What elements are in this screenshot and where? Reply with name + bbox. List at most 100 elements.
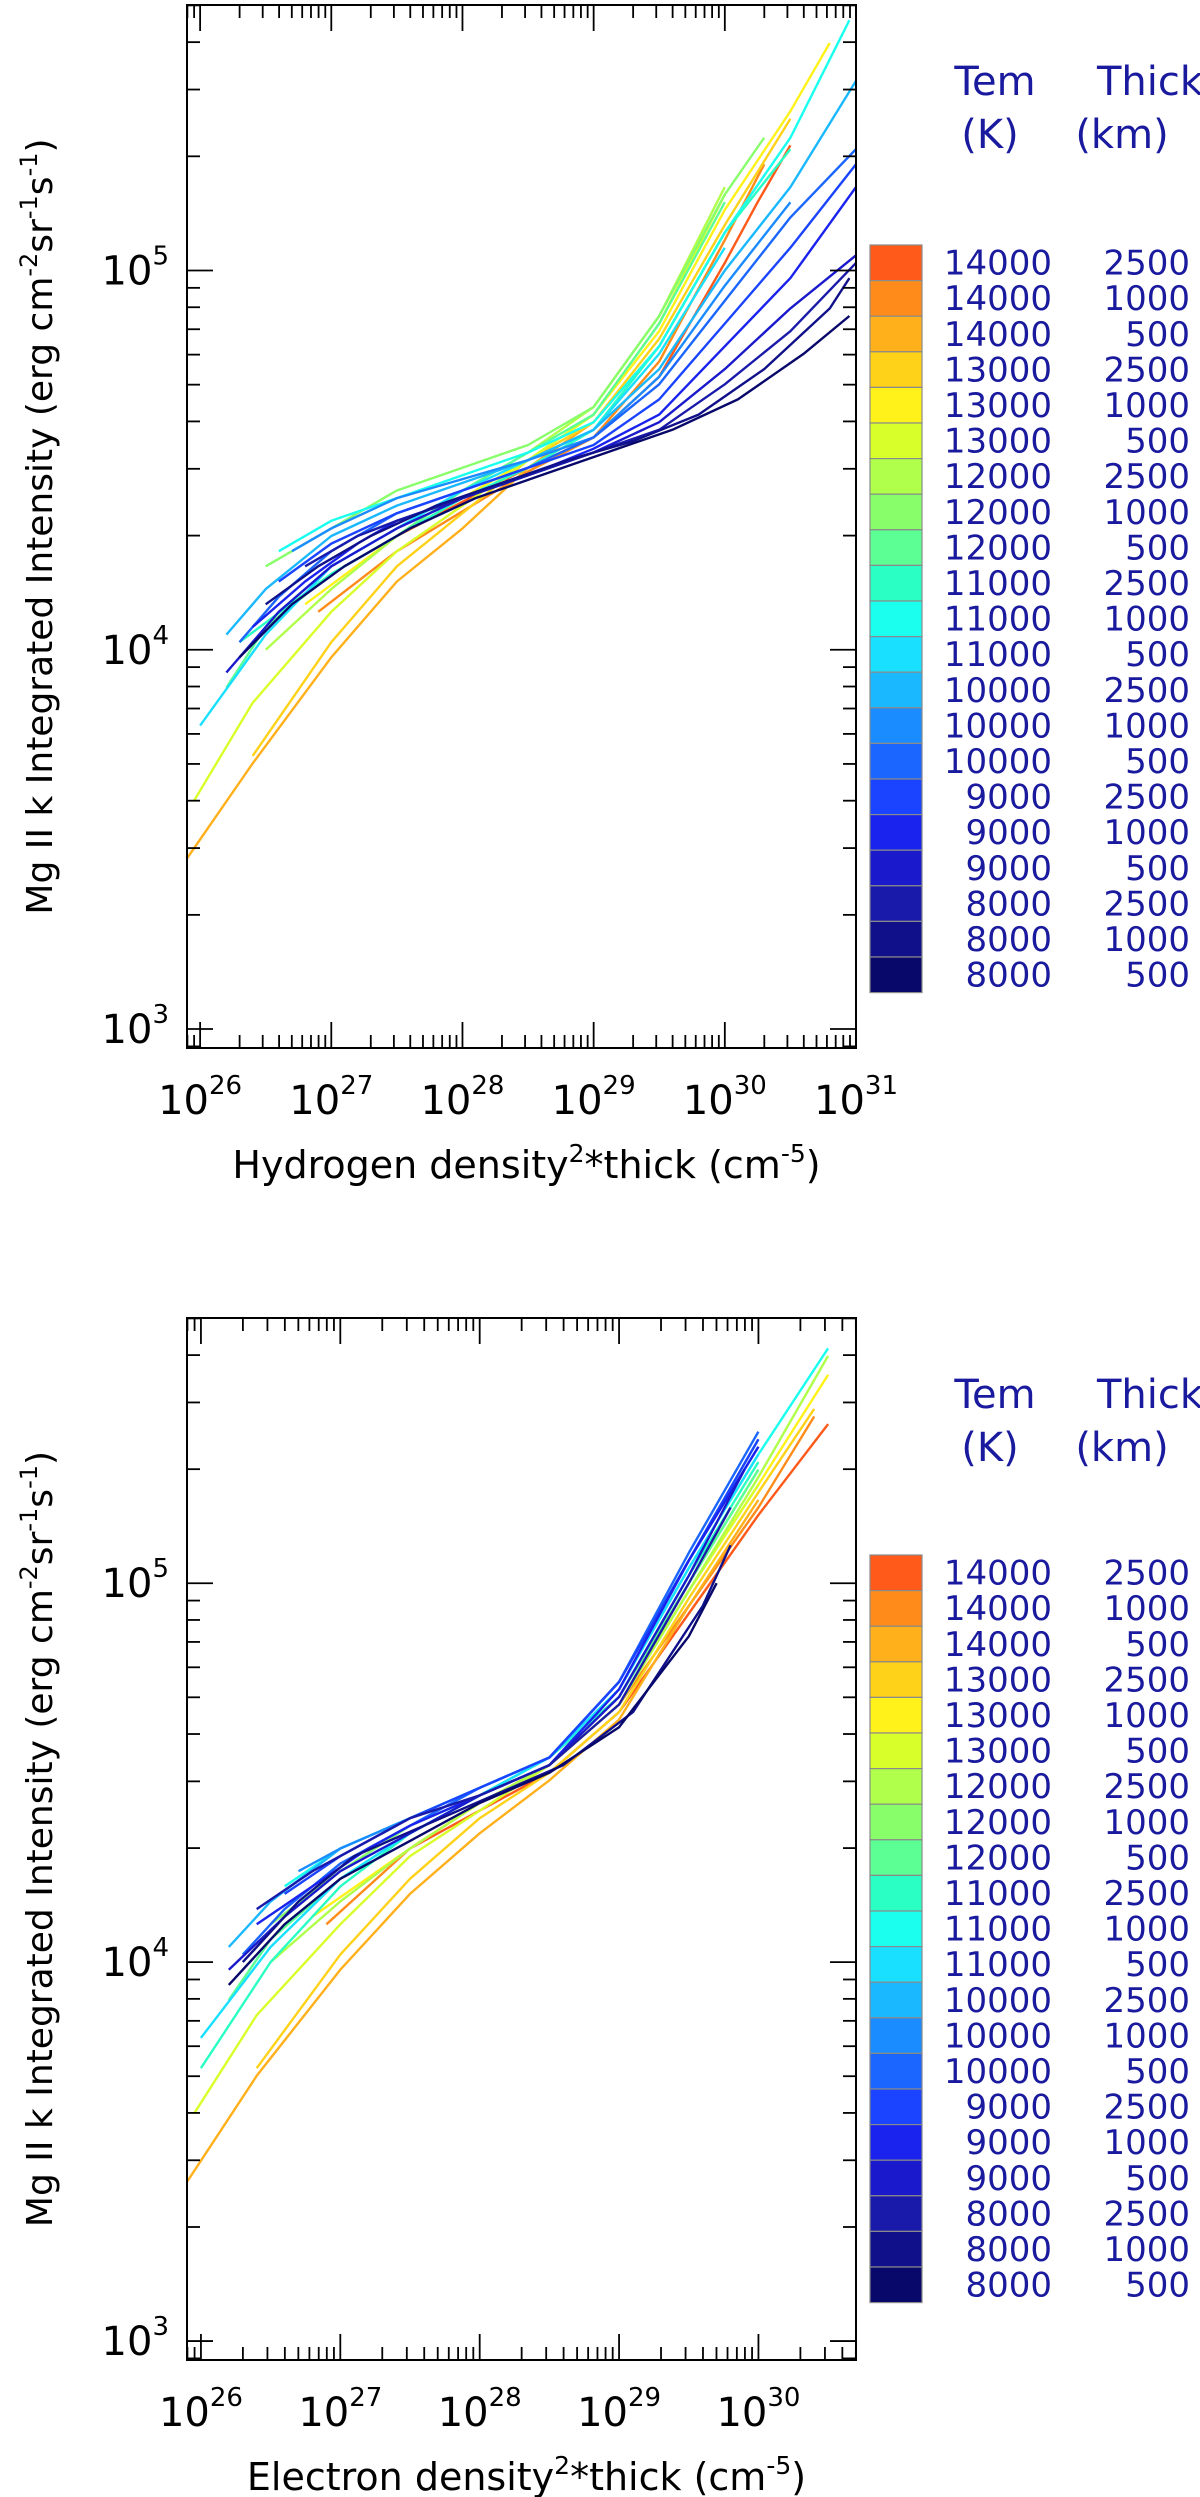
tick-exponent: 3 — [152, 2312, 169, 2342]
y-label-text: sr — [20, 1531, 61, 1565]
legend-thick-value: 500 — [1125, 956, 1190, 996]
x-tick-label: 1027 — [289, 1071, 373, 1124]
tick-exponent: 4 — [152, 1933, 169, 1963]
plot-frame — [186, 4, 857, 1049]
legend-swatch — [869, 386, 923, 424]
legend-tem-value: 11000 — [944, 1874, 1052, 1914]
legend-thick-value: 500 — [1125, 2159, 1190, 2199]
x-label-text: ) — [791, 2455, 806, 2497]
legend-thick-value: 1000 — [1103, 920, 1190, 960]
y-label-superscript: -1 — [15, 195, 43, 219]
tick-base: 10 — [102, 1940, 153, 1986]
legend-thick-value: 2500 — [1103, 671, 1190, 711]
legend-thick-value: 500 — [1125, 422, 1190, 462]
legend-thick-value: 500 — [1125, 1838, 1190, 1878]
series-line-11000-500 — [199, 247, 726, 727]
legend-tem-value: 9000 — [965, 2159, 1052, 2199]
legend-thick-value: 500 — [1125, 742, 1190, 782]
legend-header-tem-unit: (K) — [961, 1425, 1018, 1471]
legend-tem-value: 10000 — [944, 1981, 1052, 2021]
legend-tem-value: 10000 — [944, 742, 1052, 782]
legend-thick-value: 1000 — [1103, 706, 1190, 746]
x-label-text: *thick (cm — [570, 2455, 766, 2497]
legend-swatch — [869, 1661, 923, 1699]
series-group — [187, 19, 856, 860]
series-line-9000-2500 — [278, 163, 856, 583]
legend-thick-value: 2500 — [1103, 350, 1190, 390]
legend-tem-value: 10000 — [944, 706, 1052, 746]
legend-header-thick: Thick — [1096, 59, 1200, 105]
x-tick-label: 1029 — [577, 2383, 661, 2436]
legend-tem-value: 14000 — [944, 279, 1052, 319]
legend-tem-value: 9000 — [965, 2088, 1052, 2128]
tick-exponent: 31 — [865, 1071, 898, 1101]
series-line-10000-1000 — [291, 201, 792, 553]
legend-header-thick-unit: (km) — [1075, 1425, 1168, 1471]
legend-tem-value: 8000 — [965, 956, 1052, 996]
legend-swatch — [869, 742, 923, 780]
legend: Tem Thick (K) (km) 14000 2500 14000 1000 14000 50… — [869, 59, 1200, 996]
legend-thick-value: 2500 — [1103, 1554, 1190, 1594]
x-label-text: Hydrogen density — [232, 1143, 568, 1187]
legend-thick-value: 500 — [1125, 315, 1190, 355]
series-line-10000-500 — [241, 1431, 760, 1956]
legend-swatch — [869, 920, 923, 958]
y-axis-label: Mg II k Integrated Intensity (erg cm-2sr… — [15, 1451, 61, 2227]
legend-thick-value: 2500 — [1103, 778, 1190, 818]
x-label-superscript: 2 — [554, 2451, 570, 2480]
tick-base: 10 — [716, 2390, 767, 2436]
tick-exponent: 5 — [152, 1554, 169, 1584]
legend-tem-value: 9000 — [965, 813, 1052, 853]
legend-tem-value: 13000 — [944, 386, 1052, 426]
x-axis-label: Electron density2*thick (cm-5) — [247, 2451, 806, 2497]
legend-swatch — [869, 315, 923, 353]
legend-thick-value: 1000 — [1103, 279, 1190, 319]
x-tick-label: 1027 — [298, 2383, 382, 2436]
legend-thick-value: 2500 — [1103, 457, 1190, 497]
x-tick-label: 1029 — [552, 1071, 636, 1124]
legend-swatch — [869, 1625, 923, 1663]
legend-thick-value: 500 — [1125, 2266, 1190, 2306]
legend-thick-value: 1000 — [1103, 2230, 1190, 2270]
series-line-14000-500 — [187, 1499, 760, 2183]
tick-base: 10 — [289, 1078, 340, 1124]
x-tick-label: 1026 — [158, 1071, 242, 1124]
legend-thick-value: 1000 — [1103, 493, 1190, 533]
series-line-8000-500 — [238, 315, 851, 659]
legend-tem-value: 10000 — [944, 671, 1052, 711]
legend-tem-value: 12000 — [944, 528, 1052, 568]
legend-swatch — [869, 1839, 923, 1877]
legend: Tem Thick (K) (km) 14000 2500 14000 1000 14000 50… — [869, 1372, 1200, 2306]
tick-exponent: 29 — [628, 2383, 661, 2413]
y-label-superscript: -1 — [15, 1465, 43, 1489]
legend-thick-value: 1000 — [1103, 1910, 1190, 1950]
legend-tem-value: 11000 — [944, 564, 1052, 604]
tick-exponent: 27 — [340, 1071, 373, 1101]
y-label-text: s — [20, 1489, 61, 1508]
y-tick-label: 105 — [102, 241, 169, 294]
legend-tem-value: 13000 — [944, 1732, 1052, 1772]
legend-swatch — [869, 956, 923, 994]
legend-thick-value: 500 — [1125, 528, 1190, 568]
tick-base: 10 — [102, 2319, 153, 2365]
legend-thick-value: 500 — [1125, 1625, 1190, 1665]
x-tick-label: 1030 — [716, 2383, 800, 2436]
legend-tem-value: 12000 — [944, 1767, 1052, 1807]
legend-tem-value: 10000 — [944, 2052, 1052, 2092]
legend-swatch — [869, 1767, 923, 1805]
tick-base: 10 — [102, 248, 153, 294]
legend-tem-value: 9000 — [965, 849, 1052, 889]
legend-header-thick: Thick — [1096, 1372, 1200, 1418]
series-line-11000-1000 — [283, 1347, 830, 1888]
legend-tem-value: 14000 — [944, 1625, 1052, 1665]
legend-swatch — [869, 707, 923, 744]
y-label-superscript: -2 — [15, 253, 43, 277]
legend-header-tem-unit: (K) — [961, 112, 1018, 158]
legend-thick-value: 500 — [1125, 849, 1190, 889]
legend-swatch — [869, 244, 923, 282]
legend-swatch — [869, 1945, 923, 1983]
tick-exponent: 30 — [734, 1071, 767, 1101]
y-axis-label: Mg II k Integrated Intensity (erg cm-2sr… — [15, 138, 61, 914]
legend-swatch — [869, 2052, 923, 2090]
legend-thick-value: 2500 — [1103, 2194, 1190, 2234]
